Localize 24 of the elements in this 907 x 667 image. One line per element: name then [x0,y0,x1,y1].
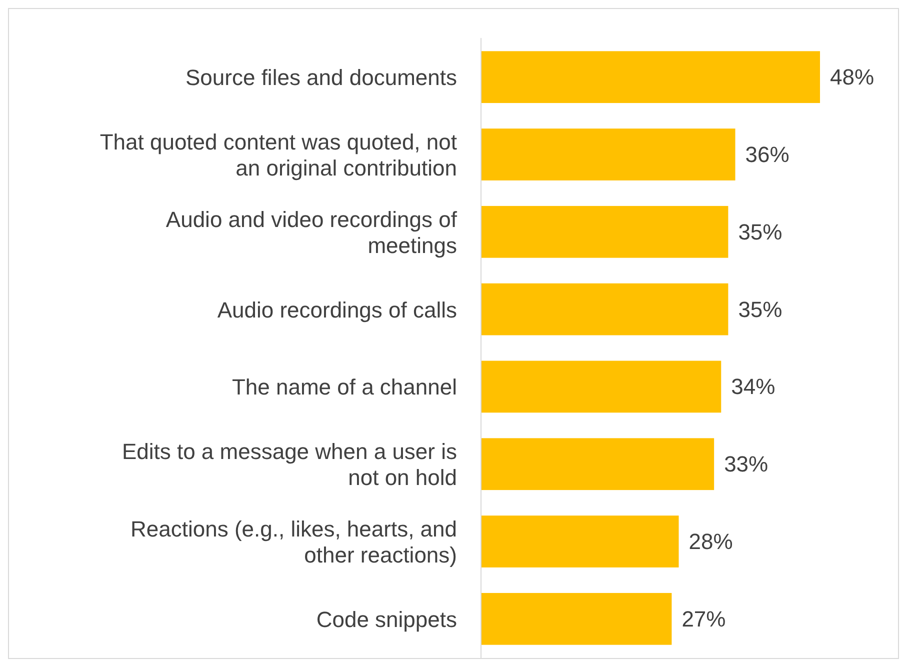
bar [481,360,722,413]
y-tick-label: Source files and documents [186,64,457,90]
bar [481,438,714,490]
y-tick-label: Audio recordings of calls [217,296,457,322]
y-tick-label: Audio and video recordings of meetings [166,206,458,258]
data-label: 35% [738,296,782,322]
y-tick-label: That quoted content was quoted, not an original contribution [100,128,457,180]
bar [481,283,728,336]
bar [481,51,820,104]
data-label: 48% [830,64,874,90]
bar [481,516,679,568]
data-label: 28% [688,529,733,554]
bar [481,206,728,258]
data-label: 34% [731,374,776,400]
y-tick-label: Edits to a message when a user is not on hold [122,438,457,490]
bar [481,592,672,645]
data-label: 35% [738,219,782,244]
bar [481,128,736,180]
y-tick-label: Reactions (e.g., likes, hearts, and other reactions) [130,516,457,568]
y-tick-label: The name of a channel [232,374,457,400]
data-label: 33% [724,452,768,477]
data-label: 36% [745,142,790,167]
data-label: 27% [682,606,726,632]
y-tick-label: Code snippets [316,606,457,632]
